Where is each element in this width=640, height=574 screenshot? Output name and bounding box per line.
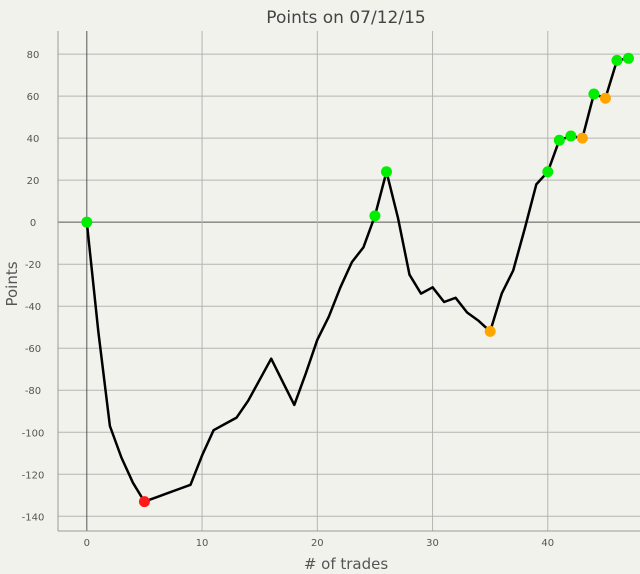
y-tick-label: 40 bbox=[27, 134, 40, 145]
trade-marker bbox=[138, 496, 150, 508]
x-tick-label: 40 bbox=[541, 538, 554, 549]
y-tick-label: -40 bbox=[25, 302, 41, 313]
x-axis-title: # of trades bbox=[304, 555, 389, 573]
y-axis-title: Points bbox=[3, 261, 21, 306]
y-tick-label: -100 bbox=[22, 428, 45, 439]
y-tick-label: -60 bbox=[25, 344, 41, 355]
trade-marker bbox=[553, 134, 565, 146]
y-tick-label: 60 bbox=[27, 92, 40, 103]
x-tick-label: 10 bbox=[196, 538, 209, 549]
trade-marker bbox=[565, 130, 577, 142]
trade-marker bbox=[576, 132, 588, 144]
trade-marker bbox=[611, 54, 623, 66]
y-tick-label: 20 bbox=[27, 176, 40, 187]
trade-marker bbox=[380, 166, 392, 178]
y-tick-label: -120 bbox=[22, 470, 45, 481]
y-tick-label: 0 bbox=[30, 218, 36, 229]
trade-marker bbox=[542, 166, 554, 178]
trade-marker bbox=[369, 210, 381, 222]
y-tick-label: -20 bbox=[25, 260, 41, 271]
tick-labels: 80 60 40 20 0 -20 -40 -60 -80 -100 -120 -140 0 10 20 30… bbox=[22, 50, 555, 549]
axes bbox=[57, 31, 640, 532]
trade-marker bbox=[622, 52, 634, 64]
chart-title: Points on 07/12/15 bbox=[266, 8, 425, 28]
x-tick-label: 30 bbox=[426, 538, 439, 549]
trade-marker bbox=[599, 92, 611, 104]
trade-markers bbox=[81, 52, 634, 508]
trade-marker bbox=[81, 216, 93, 228]
trade-marker bbox=[588, 88, 600, 100]
series-line bbox=[85, 57, 629, 503]
x-tick-label: 0 bbox=[84, 538, 90, 549]
series-lines bbox=[85, 57, 629, 503]
trade-marker bbox=[484, 325, 496, 337]
y-tick-label: 80 bbox=[27, 50, 40, 61]
y-tick-label: -140 bbox=[22, 512, 45, 523]
x-tick-label: 20 bbox=[311, 538, 324, 549]
y-tick-label: -80 bbox=[25, 386, 41, 397]
grid-lines bbox=[58, 31, 640, 531]
